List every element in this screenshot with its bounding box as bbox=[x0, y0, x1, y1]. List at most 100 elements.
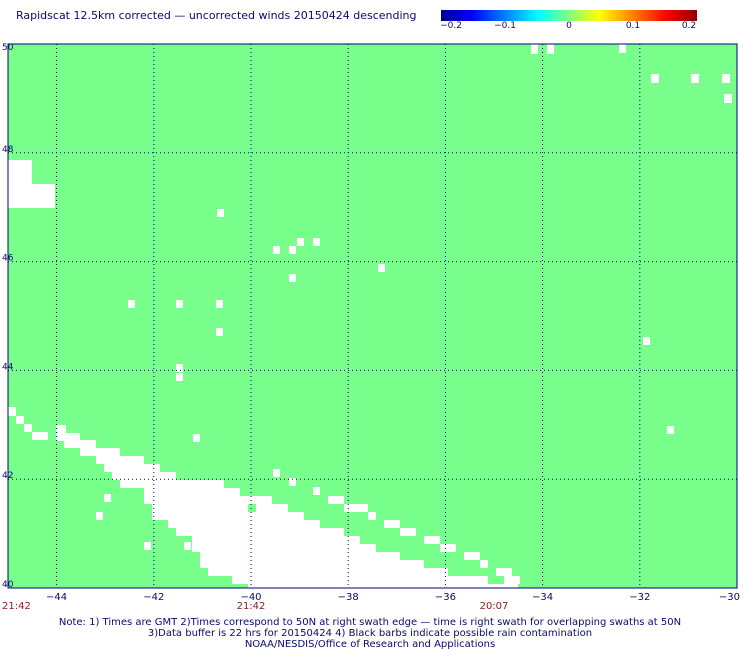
missing-cell bbox=[176, 528, 248, 536]
missing-cell bbox=[104, 494, 111, 502]
missing-cell bbox=[643, 337, 650, 345]
missing-cell bbox=[464, 552, 480, 560]
colorbar-tick-label: 0.2 bbox=[681, 21, 697, 31]
lon-label: −32 bbox=[629, 592, 650, 603]
wind-map: 40 42 44 46 48 50 −44 −42 −40 −38 −36 −34 −32 −30 21:4… bbox=[2, 43, 740, 610]
missing-cell bbox=[273, 469, 280, 477]
colorbar-tick-label: 0.1 bbox=[625, 21, 641, 31]
missing-cell bbox=[256, 504, 288, 512]
missing-cell bbox=[200, 560, 248, 568]
missing-cell bbox=[248, 576, 488, 584]
missing-cell bbox=[176, 364, 183, 372]
missing-cell bbox=[193, 434, 200, 442]
missing-cell bbox=[16, 416, 24, 424]
missing-cell bbox=[496, 568, 512, 576]
lon-label: −40 bbox=[240, 592, 261, 603]
missing-cell bbox=[192, 544, 248, 552]
colorbar bbox=[441, 10, 697, 21]
missing-cell bbox=[297, 238, 304, 246]
missing-cell bbox=[104, 464, 160, 472]
lat-label: 44 bbox=[2, 362, 14, 372]
missing-cell bbox=[378, 264, 385, 272]
lat-label: 40 bbox=[2, 580, 14, 590]
lat-label: 50 bbox=[2, 43, 14, 53]
missing-cell bbox=[691, 74, 699, 83]
missing-cell bbox=[56, 425, 66, 433]
time-label: 20:07 bbox=[480, 601, 509, 610]
colorbar-tick-label: −0.1 bbox=[494, 21, 516, 31]
missing-cell bbox=[184, 542, 191, 550]
missing-cell bbox=[248, 520, 320, 528]
missing-cell bbox=[313, 487, 320, 495]
missing-cell bbox=[384, 520, 400, 528]
missing-cell bbox=[216, 300, 223, 308]
missing-cell bbox=[248, 584, 518, 588]
missing-cell bbox=[56, 433, 80, 441]
missing-cell bbox=[128, 300, 135, 308]
missing-cell bbox=[112, 472, 176, 480]
missing-cell bbox=[547, 44, 554, 54]
missing-cell bbox=[531, 44, 538, 54]
missing-cell bbox=[8, 160, 32, 170]
missing-cell bbox=[424, 536, 440, 544]
missing-cell bbox=[480, 560, 488, 568]
lat-label: 46 bbox=[2, 254, 14, 264]
lon-label: −42 bbox=[143, 592, 164, 603]
missing-cell bbox=[248, 536, 360, 544]
missing-cell bbox=[248, 552, 400, 560]
missing-cell bbox=[64, 440, 96, 448]
missing-cell bbox=[289, 478, 296, 486]
missing-cell bbox=[208, 568, 248, 576]
lat-label: 42 bbox=[2, 471, 13, 481]
missing-cell bbox=[248, 496, 272, 504]
missing-cell bbox=[289, 246, 296, 254]
chart-title: Rapidscat 12.5km corrected — uncorrected… bbox=[16, 9, 417, 22]
missing-cell bbox=[232, 576, 248, 584]
missing-cell bbox=[504, 576, 520, 584]
missing-cell bbox=[289, 274, 296, 282]
lat-label: 48 bbox=[2, 145, 14, 155]
missing-cell bbox=[80, 448, 120, 456]
missing-cell bbox=[24, 424, 32, 432]
missing-cell bbox=[217, 209, 224, 217]
missing-cell bbox=[667, 426, 674, 434]
note-line-1: Note: 1) Times are GMT 2)Times correspon… bbox=[58, 617, 682, 628]
missing-cell bbox=[216, 328, 223, 336]
lon-label: −38 bbox=[338, 592, 359, 603]
missing-cell bbox=[144, 496, 248, 504]
missing-cell bbox=[144, 542, 151, 550]
missing-cell bbox=[8, 184, 55, 208]
note-line-3: NOAA/NESDIS/Office of Research and Appli… bbox=[244, 639, 496, 650]
missing-cell bbox=[313, 238, 320, 246]
time-label: 21:42 bbox=[2, 601, 31, 610]
missing-cell bbox=[328, 496, 344, 504]
missing-cell bbox=[722, 74, 730, 83]
colorbar-tick-label: 0 bbox=[566, 21, 572, 31]
time-label: 21:42 bbox=[237, 601, 266, 610]
missing-cell bbox=[344, 504, 368, 512]
missing-cell bbox=[248, 512, 304, 520]
missing-cell bbox=[176, 300, 183, 308]
missing-data-cells bbox=[8, 44, 732, 588]
missing-cell bbox=[248, 544, 376, 552]
missing-cell bbox=[120, 480, 224, 488]
missing-cell bbox=[724, 94, 732, 103]
missing-cell bbox=[96, 456, 144, 464]
missing-cell bbox=[32, 432, 48, 440]
missing-cell bbox=[200, 552, 248, 560]
missing-cell bbox=[176, 373, 183, 381]
missing-cell bbox=[152, 488, 160, 496]
lon-label: −36 bbox=[435, 592, 456, 603]
missing-cell bbox=[8, 407, 16, 416]
missing-cell bbox=[144, 488, 232, 496]
missing-cell bbox=[96, 512, 103, 520]
map-frame bbox=[7, 43, 738, 589]
lon-label: −44 bbox=[46, 592, 67, 603]
missing-cell bbox=[619, 44, 626, 53]
missing-cell bbox=[440, 544, 456, 552]
note-line-2: 3)Data buffer is 22 hrs for 20150424 4) … bbox=[147, 628, 593, 639]
colorbar-tick-label: −0.2 bbox=[440, 21, 462, 31]
map-labels: 40 42 44 46 48 50 −44 −42 −40 −38 −36 −34 −32 −30 21:4… bbox=[2, 43, 740, 610]
missing-cell bbox=[168, 520, 248, 528]
missing-cell bbox=[152, 504, 248, 512]
